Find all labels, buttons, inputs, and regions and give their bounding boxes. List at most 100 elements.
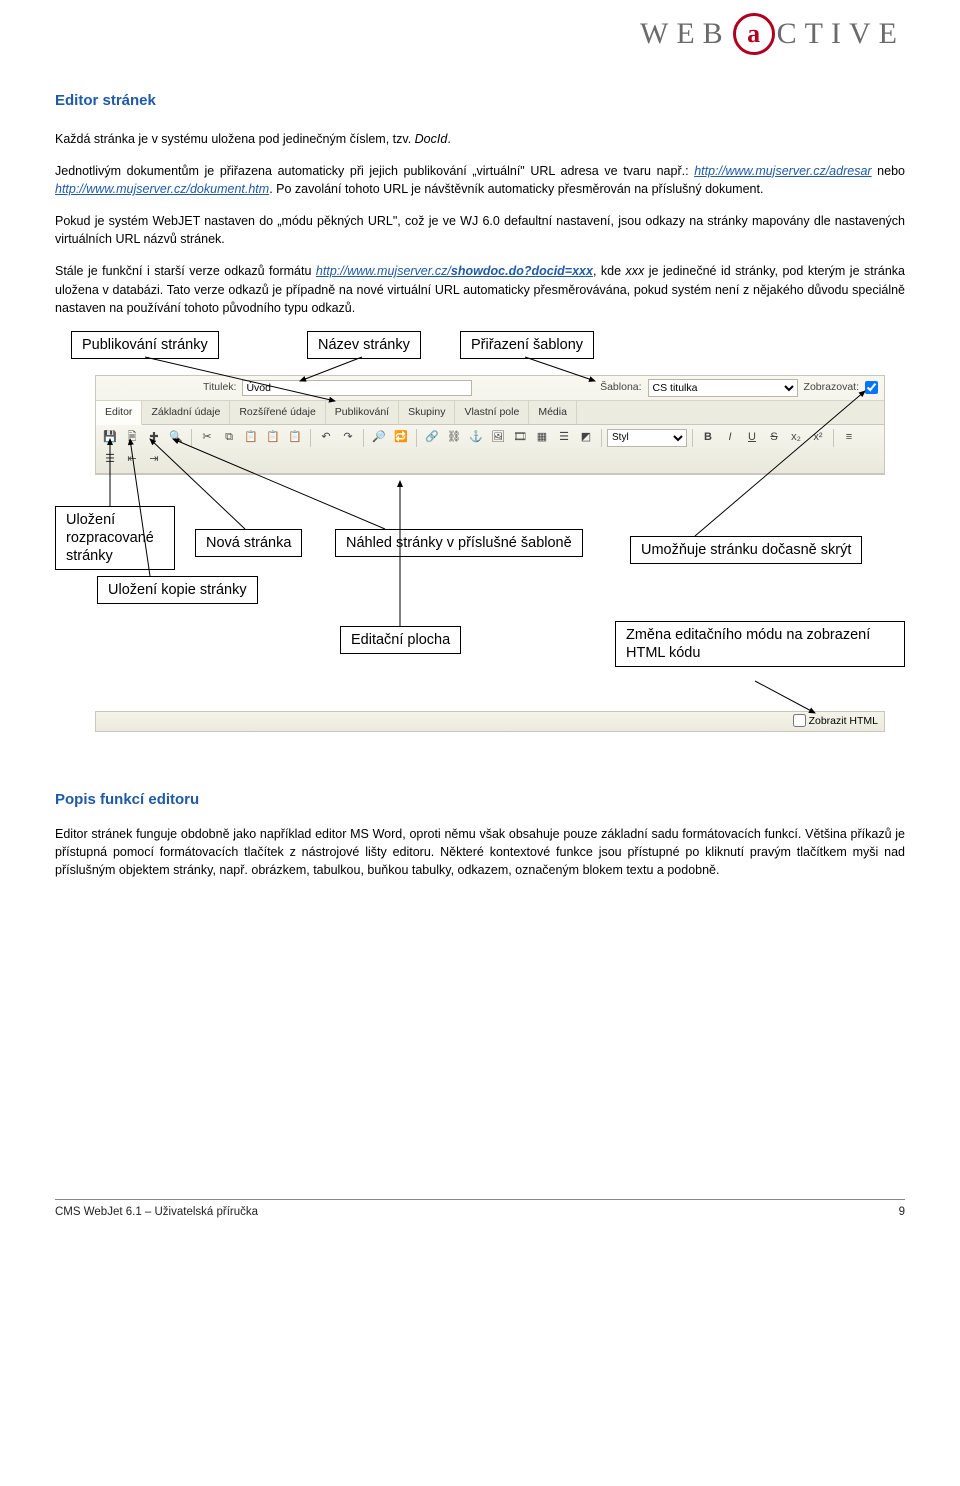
page-title: Editor stránek — [55, 90, 905, 112]
paste-icon[interactable]: 📋 — [241, 428, 261, 448]
separator — [833, 429, 834, 447]
new-page-icon[interactable]: ✚ — [144, 428, 164, 448]
text: , kde — [593, 264, 626, 278]
paragraph-4: Stále je funkční i starší verze odkazů f… — [55, 262, 905, 316]
paragraph-2: Jednotlivým dokumentům je přiřazena auto… — [55, 162, 905, 198]
preview-icon[interactable]: 🔍 — [166, 428, 186, 448]
label-zobrazovat: Zobrazovat: — [804, 380, 859, 395]
logo-text-left: WEB — [640, 12, 731, 56]
callout-ulozeni-kopie: Uložení kopie stránky — [97, 576, 258, 604]
subscript-icon[interactable]: x₂ — [786, 428, 806, 448]
tab-vlastni-pole[interactable]: Vlastní pole — [455, 401, 529, 424]
bold-icon[interactable]: B — [698, 428, 718, 448]
docid-term: DocId — [415, 132, 448, 146]
tab-zakladni[interactable]: Základní údaje — [142, 401, 230, 424]
callout-sablona: Přiřazení šablony — [460, 331, 594, 359]
link-url-dokument[interactable]: http://www.mujserver.cz/dokument.htm — [55, 182, 269, 196]
select-styl[interactable]: Styl — [607, 429, 687, 447]
text: . Po zavolání tohoto URL je návštěvník a… — [269, 182, 763, 196]
callout-edit-plocha: Editační plocha — [340, 626, 461, 654]
callout-nova: Nová stránka — [195, 529, 302, 557]
input-titulek[interactable] — [242, 380, 472, 396]
underline-icon[interactable]: U — [742, 428, 762, 448]
image-icon[interactable]: 🖼 — [488, 428, 508, 448]
form-icon[interactable]: ☰ — [554, 428, 574, 448]
link-showdoc[interactable]: http://www.mujserver.cz/showdoc.do?docid… — [316, 264, 593, 278]
callout-ulozeni-rozprac: Uložení rozpracované stránky — [55, 506, 175, 570]
section-popis-funkci: Popis funkcí editoru — [55, 789, 905, 811]
text: . — [447, 132, 450, 146]
separator — [310, 429, 311, 447]
callout-nazev: Název stránky — [307, 331, 421, 359]
unlink-icon[interactable]: ⛓ — [444, 428, 464, 448]
callout-publikovani: Publikování stránky — [71, 331, 219, 359]
logo-at-icon: a — [733, 13, 775, 55]
callout-nahled: Náhled stránky v příslušné šabloně — [335, 529, 583, 557]
editor-bottom-bar: Zobrazit HTML — [95, 711, 885, 732]
superscript-icon[interactable]: x² — [808, 428, 828, 448]
text: Každá stránka je v systému uložena pod j… — [55, 132, 415, 146]
paste-text-icon[interactable]: 📋 — [263, 428, 283, 448]
brand-logo: WEB a CTIVE — [640, 12, 905, 56]
outdent-icon[interactable]: ⇤ — [122, 450, 142, 470]
text: Jednotlivým dokumentům je přiřazena auto… — [55, 164, 694, 178]
tab-publikovani[interactable]: Publikování — [326, 401, 399, 424]
text: http://www.mujserver.cz/ — [316, 264, 451, 278]
text: nebo — [872, 164, 905, 178]
text: Náhled stránky v příslušné šabloně — [346, 535, 572, 551]
save-icon[interactable]: 💾 — [100, 428, 120, 448]
copy-icon[interactable]: ⧉ — [219, 428, 239, 448]
editor-tabs: Editor Základní údaje Rozšířené údaje Pu… — [96, 401, 884, 425]
replace-icon[interactable]: 🔁 — [391, 428, 411, 448]
paragraph-5: Editor stránek funguje obdobně jako např… — [55, 825, 905, 879]
editor-toolbar: 💾 🗎 ✚ 🔍 ✂ ⧉ 📋 📋 📋 ↶ ↷ 🔎 🔁 🔗 ⛓ ⚓ 🖼 🎞 ▦ ☰ … — [96, 425, 884, 474]
callout-zmena-html: Změna editačního módu na zobrazení HTML … — [615, 621, 905, 667]
separator — [416, 429, 417, 447]
label-sablona: Šablona: — [600, 380, 641, 395]
checkbox-zobrazovat[interactable] — [865, 381, 878, 394]
footer-page-number: 9 — [899, 1204, 905, 1221]
redo-icon[interactable]: ↷ — [338, 428, 358, 448]
find-icon[interactable]: 🔎 — [369, 428, 389, 448]
paragraph-1: Každá stránka je v systému uložena pod j… — [55, 130, 905, 148]
table-icon[interactable]: ▦ — [532, 428, 552, 448]
separator — [692, 429, 693, 447]
checkbox-zobrazit-html[interactable] — [793, 714, 806, 727]
tab-skupiny[interactable]: Skupiny — [399, 401, 455, 424]
cut-icon[interactable]: ✂ — [197, 428, 217, 448]
text: Umožňuje stránku dočasně skrýt — [641, 542, 851, 558]
indent-icon[interactable]: ⇥ — [144, 450, 164, 470]
media-icon[interactable]: 🎞 — [510, 428, 530, 448]
paragraph-3: Pokud je systém WebJET nastaven do „módu… — [55, 212, 905, 248]
editor-diagram: Publikování stránky Název stránky Přiřaz… — [55, 331, 905, 761]
text: Uložení kopie stránky — [108, 582, 247, 598]
anchor-icon[interactable]: ⚓ — [466, 428, 486, 448]
italic-icon[interactable]: I — [720, 428, 740, 448]
separator — [191, 429, 192, 447]
xxx-term: xxx — [626, 264, 645, 278]
tab-media[interactable]: Média — [529, 401, 577, 424]
page-footer: CMS WebJet 6.1 – Uživatelská příručka 9 — [55, 1200, 905, 1221]
link-url-adresar[interactable]: http://www.mujserver.cz/adresar — [694, 164, 871, 178]
save-as-icon[interactable]: 🗎 — [122, 428, 142, 448]
label-titulek: Titulek: — [203, 380, 236, 395]
text: showdoc.do?docid=xxx — [451, 264, 593, 278]
link-icon[interactable]: 🔗 — [422, 428, 442, 448]
ul-icon[interactable]: ☰ — [100, 450, 120, 470]
footer-left: CMS WebJet 6.1 – Uživatelská příručka — [55, 1204, 258, 1221]
text: Uložení rozpracované stránky — [66, 512, 154, 564]
select-sablona[interactable]: CS titulka — [648, 379, 798, 397]
undo-icon[interactable]: ↶ — [316, 428, 336, 448]
callout-umozn: Umožňuje stránku dočasně skrýt — [630, 536, 862, 564]
tab-editor[interactable]: Editor — [96, 401, 142, 425]
ol-icon[interactable]: ≡ — [839, 428, 859, 448]
separator — [363, 429, 364, 447]
paste-word-icon[interactable]: 📋 — [285, 428, 305, 448]
strike-icon[interactable]: S — [764, 428, 784, 448]
label-zobrazit-html: Zobrazit HTML — [809, 715, 878, 727]
component-icon[interactable]: ◩ — [576, 428, 596, 448]
text: Stále je funkční i starší verze odkazů f… — [55, 264, 316, 278]
tab-rozsirene[interactable]: Rozšířené údaje — [230, 401, 325, 424]
editor-header-row: Titulek: Šablona: CS titulka Zobrazovat: — [96, 376, 884, 401]
logo-text-right: CTIVE — [777, 12, 905, 56]
